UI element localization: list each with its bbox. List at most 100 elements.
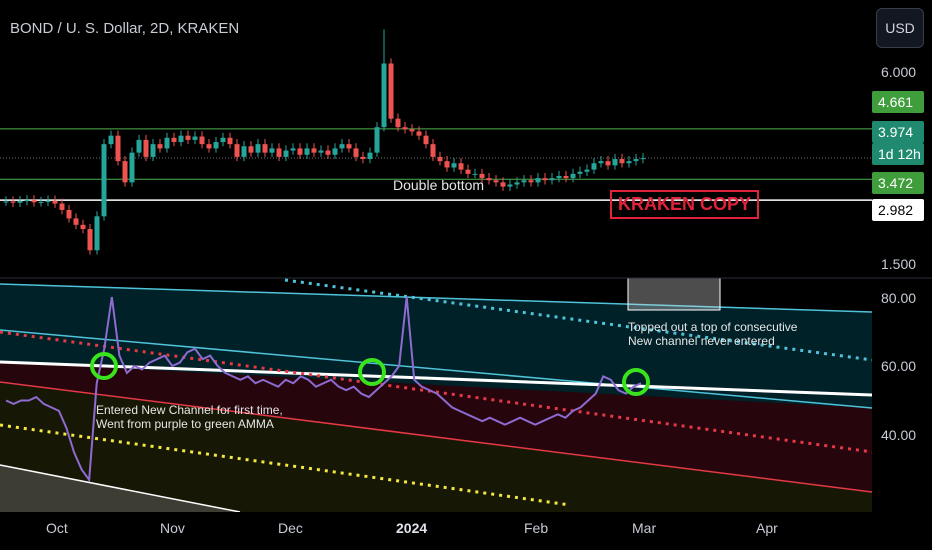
candle-body (458, 163, 464, 170)
price-badge-level-low: 3.472 (872, 172, 924, 194)
candle-body (612, 159, 618, 166)
time-label-apr: Apr (756, 520, 778, 536)
candle-body (59, 203, 65, 210)
double-bottom-note: Double bottom (393, 177, 485, 193)
candle-body (563, 175, 569, 179)
channel-dotted-top (284, 278, 872, 362)
candle-body (437, 156, 443, 162)
candle-body (290, 148, 296, 151)
topped-out-box (627, 278, 721, 311)
candle-body (136, 139, 142, 153)
candle-body (318, 150, 324, 153)
candle-body (577, 171, 583, 174)
candle-body (430, 144, 436, 157)
candle-body (73, 218, 79, 225)
price-tick-6: 6.000 (881, 64, 917, 80)
candle-body (542, 178, 548, 181)
candle-body (234, 144, 240, 157)
channel-note-line-2: Went from purple to green AMMA (96, 417, 274, 431)
candle-countdown-badge: 1d 12h (872, 143, 924, 165)
time-label-dec: Dec (278, 520, 303, 536)
candle-body (192, 136, 198, 140)
candle-body (255, 144, 261, 153)
candle-body (591, 163, 597, 170)
candle-body (122, 161, 128, 183)
candle-body (171, 137, 177, 143)
channel-note-line-1: Entered New Channel for first time, (96, 403, 283, 417)
currency-button[interactable]: USD (876, 8, 924, 48)
price-badge-support: 2.982 (872, 199, 924, 221)
candle-body (402, 127, 408, 130)
candle-body (325, 150, 331, 155)
candle-body (423, 135, 429, 145)
candle-body (24, 200, 30, 202)
candle-body (269, 148, 275, 153)
candle-body (605, 161, 611, 166)
candle-body (633, 159, 639, 162)
candle-body (472, 173, 478, 175)
candle-body (311, 148, 317, 153)
candle-body (220, 137, 226, 143)
candle-body (549, 178, 555, 181)
channel-bottom-line (0, 464, 241, 512)
price-tick-1-5: 1.500 (881, 256, 917, 272)
candle-body (507, 184, 513, 187)
channel-entry-marker-3 (622, 368, 650, 396)
candle-body (493, 180, 499, 183)
candle-body (339, 144, 345, 149)
candle-body (514, 182, 520, 185)
candle-body (346, 144, 352, 149)
candle-body (381, 63, 387, 128)
candle-body (178, 135, 184, 143)
mid-channel-fill (0, 362, 872, 492)
topped-note-line-2: New channel never entered (628, 334, 775, 348)
candle-body (38, 201, 44, 203)
topped-note-line-1: Topped out a top of consecutive (628, 320, 798, 334)
indicator-tick-40: 40.00 (881, 427, 917, 443)
time-label-2024: 2024 (396, 520, 428, 536)
candle-body (17, 201, 23, 203)
candle-body (332, 148, 338, 155)
channel-top-line (0, 283, 872, 313)
candle-body (31, 200, 37, 203)
candle-body (584, 169, 590, 172)
candle-body (164, 137, 170, 149)
candle-body (640, 158, 646, 160)
candle-body (598, 161, 604, 164)
candle-body (157, 144, 163, 149)
price-pane[interactable] (0, 29, 872, 255)
upper-channel-fill (0, 284, 872, 408)
candle-body (416, 131, 422, 136)
candle-body (115, 135, 121, 162)
candle-body (283, 150, 289, 157)
candle-body (395, 118, 401, 128)
candle-body (87, 229, 93, 251)
candle-body (486, 178, 492, 181)
price-badge-level-high: 4.661 (872, 91, 924, 113)
candle-body (374, 127, 380, 153)
candle-body (409, 129, 415, 132)
candle-body (521, 180, 527, 183)
candle-body (143, 139, 149, 157)
candle-body (262, 144, 268, 153)
candle-body (213, 142, 219, 149)
candle-body (52, 200, 58, 204)
time-label-feb: Feb (524, 520, 549, 536)
candle-body (388, 63, 394, 119)
candle-body (3, 201, 9, 203)
candle-body (10, 201, 16, 203)
candle-body (500, 182, 506, 187)
candle-body (129, 152, 135, 183)
candle-body (45, 200, 51, 202)
candle-body (248, 146, 254, 153)
candle-body (626, 161, 632, 164)
kraken-copy-stamp: KRAKEN COPY (610, 190, 760, 219)
indicator-tick-60: 60.00 (881, 358, 917, 374)
candle-body (619, 159, 625, 164)
indicator-pane[interactable] (0, 278, 872, 512)
candle-body (199, 136, 205, 145)
candle-body (479, 173, 485, 179)
candle-body (206, 144, 212, 149)
candle-body (360, 156, 366, 160)
